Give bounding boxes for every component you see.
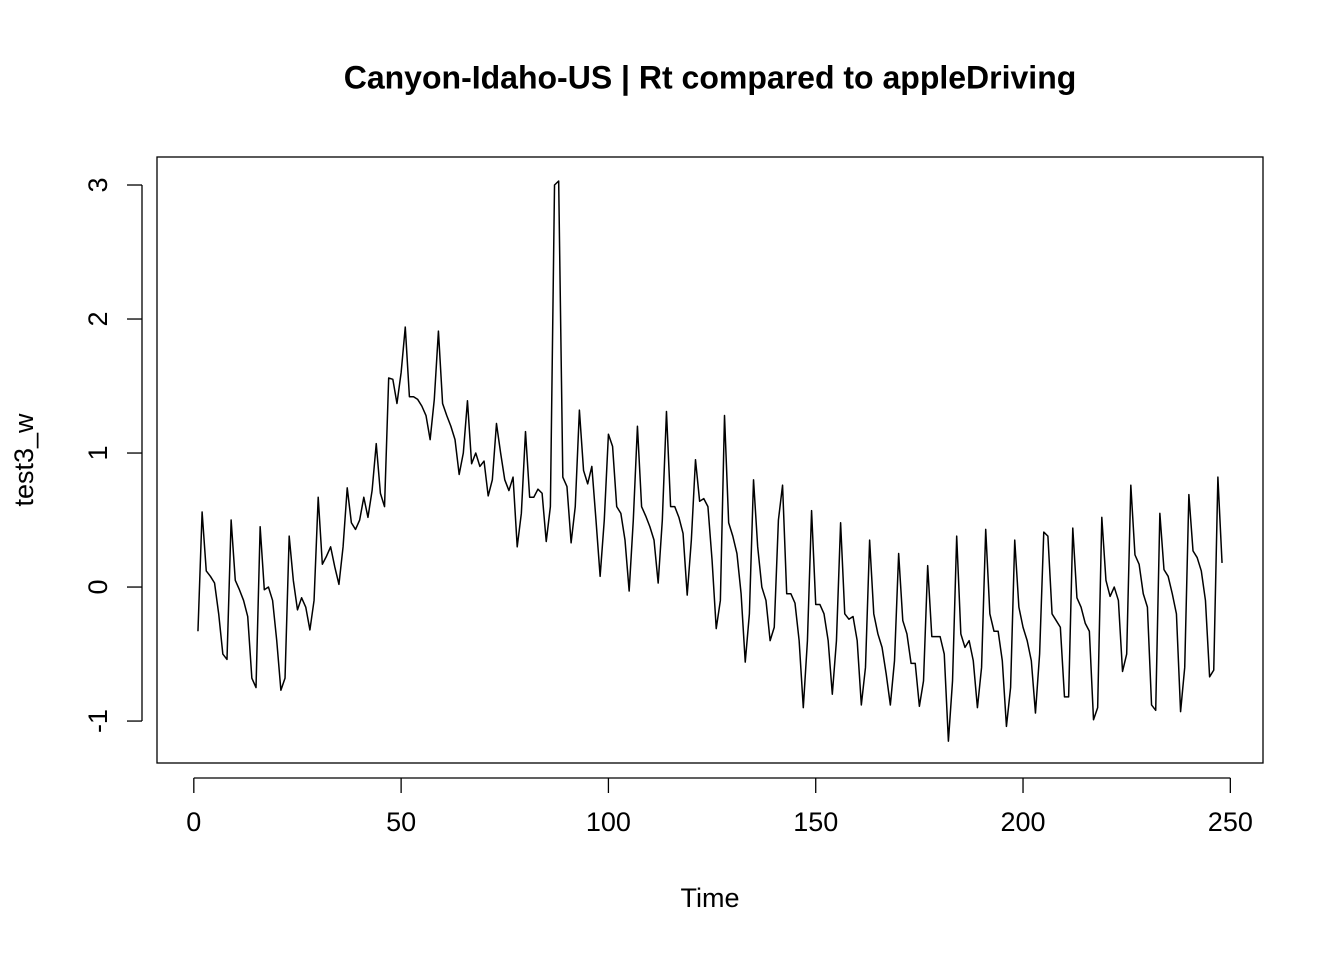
x-tick-label: 250 xyxy=(1208,807,1253,837)
chart-title: Canyon-Idaho-US | Rt compared to appleDr… xyxy=(344,59,1077,95)
y-tick-label: 0 xyxy=(83,580,113,595)
y-axis-label: test3_w xyxy=(9,413,39,507)
plot-frame xyxy=(156,156,1264,764)
x-axis-label: Time xyxy=(681,883,740,913)
x-tick-label: 0 xyxy=(186,807,201,837)
y-tick-label: 3 xyxy=(83,177,113,192)
data-line xyxy=(197,180,1223,742)
x-tick-label: 100 xyxy=(586,807,631,837)
y-tick-label: 2 xyxy=(83,312,113,327)
y-tick-label: -1 xyxy=(83,709,113,733)
x-tick-label: 50 xyxy=(386,807,416,837)
y-tick-label: 1 xyxy=(83,446,113,461)
x-tick-label: 150 xyxy=(793,807,838,837)
x-tick-label: 200 xyxy=(1000,807,1045,837)
